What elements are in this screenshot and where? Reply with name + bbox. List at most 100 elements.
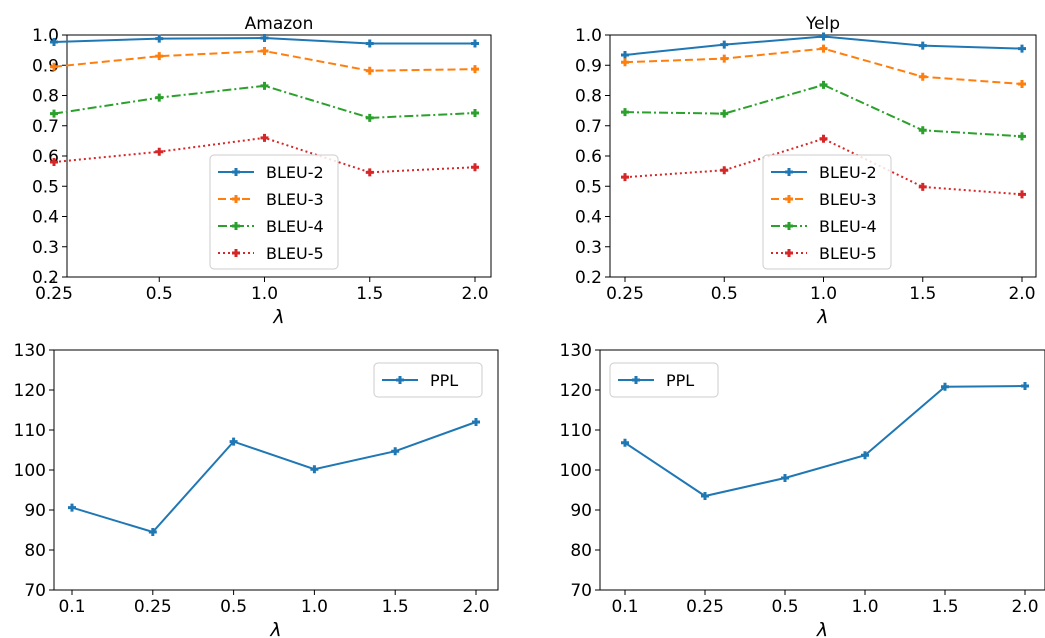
series-line [53, 84, 476, 119]
x-tick-label: 0.5 [220, 597, 247, 617]
y-tick-label: 120 [14, 381, 46, 401]
series-line [624, 137, 1023, 196]
y-tick-label: 110 [14, 421, 46, 441]
series-line [624, 385, 1026, 498]
data-point [781, 474, 789, 482]
y-tick-label: 0.2 [575, 268, 602, 288]
data-point [50, 37, 58, 46]
x-tick-label: 2.0 [1011, 597, 1038, 617]
legend-marker [785, 195, 793, 203]
data-point [720, 54, 729, 63]
y-tick-label: 0.6 [575, 147, 602, 167]
data-point [365, 113, 374, 122]
data-point [260, 47, 269, 56]
data-point [155, 93, 164, 102]
data-point [471, 39, 479, 48]
series-ppl [621, 382, 1029, 500]
legend: BLEU-2 BLEU-3 BLEU-4 BLEU-5 [209, 154, 339, 270]
data-point [621, 58, 629, 67]
data-point [918, 72, 927, 81]
legend-marker [785, 168, 793, 176]
data-point [819, 44, 828, 53]
data-point [621, 50, 629, 59]
data-point [1018, 80, 1026, 89]
legend-marker [232, 195, 240, 203]
series-line [624, 47, 1023, 86]
y-tick-label: 80 [570, 541, 592, 561]
x-tick-label: 0.25 [606, 284, 644, 304]
y-tick-label: 80 [24, 541, 46, 561]
data-point [155, 52, 164, 61]
data-point [819, 134, 828, 143]
data-point [365, 66, 374, 75]
series-bleu-3 [50, 47, 479, 75]
data-point [1018, 190, 1026, 199]
x-tick-label: 0.25 [686, 597, 724, 617]
data-point [471, 163, 479, 172]
y-tick-label: 0.5 [32, 177, 59, 197]
legend-label: BLEU-2 [266, 163, 324, 182]
y-tick-label: 120 [560, 381, 592, 401]
data-point [50, 158, 58, 167]
data-point [471, 65, 479, 74]
series-line [624, 83, 1023, 138]
legend-label: BLEU-2 [819, 163, 877, 182]
data-point [148, 528, 157, 536]
data-point [155, 34, 164, 43]
x-tick-label: 1.5 [382, 597, 409, 617]
data-point [472, 418, 480, 426]
x-tick-label: 0.5 [146, 284, 173, 304]
legend-label: BLEU-5 [819, 244, 877, 263]
series-bleu-4 [50, 81, 479, 122]
legend-label: PPL [430, 371, 458, 390]
legend-marker [232, 249, 240, 257]
data-point [918, 41, 927, 50]
legend-marker [632, 376, 640, 384]
legend-label: BLEU-5 [266, 244, 324, 263]
y-tick-label: 0.5 [575, 177, 602, 197]
y-tick-label: 90 [570, 501, 592, 521]
data-point [155, 147, 164, 156]
y-tick-label: 100 [14, 461, 46, 481]
series-line [71, 421, 477, 534]
y-tick-label: 0.8 [575, 87, 602, 107]
legend-label: BLEU-4 [819, 217, 877, 236]
legend-label: BLEU-3 [819, 190, 877, 209]
chart-title: Yelp [805, 14, 840, 34]
legend-box [762, 154, 892, 270]
x-tick-label: 2.0 [461, 284, 488, 304]
y-tick-label: 0.4 [32, 208, 59, 228]
data-point [1018, 44, 1026, 53]
y-tick-label: 0.3 [32, 238, 59, 258]
data-point [365, 168, 374, 177]
y-tick-label: 0.8 [32, 87, 59, 107]
y-tick-label: 0.4 [575, 208, 602, 228]
data-point [621, 438, 629, 447]
data-point [260, 81, 269, 90]
x-tick-label: 1.5 [356, 284, 383, 304]
series-bleu-2 [621, 32, 1026, 59]
data-point [229, 437, 238, 446]
y-tick-label: 0.7 [575, 117, 602, 137]
legend: BLEU-2 BLEU-3 BLEU-4 BLEU-5 [762, 154, 892, 270]
legend: PPL [609, 362, 719, 398]
legend-label: BLEU-4 [266, 217, 324, 236]
data-point [861, 451, 869, 460]
legend-label: BLEU-3 [266, 190, 324, 209]
data-point [819, 32, 828, 41]
x-tick-label: 2.0 [462, 597, 489, 617]
series-bleu-2 [50, 34, 479, 48]
legend-box [373, 362, 483, 398]
data-point [701, 492, 709, 500]
series-bleu-3 [621, 44, 1026, 89]
x-tick-label: 0.1 [611, 597, 638, 617]
data-point [391, 447, 400, 456]
legend-box [209, 154, 339, 270]
data-point [260, 133, 269, 142]
legend-marker [232, 168, 240, 176]
x-tick-label: 0.25 [134, 597, 172, 617]
data-point [260, 34, 269, 43]
data-point [720, 40, 729, 49]
